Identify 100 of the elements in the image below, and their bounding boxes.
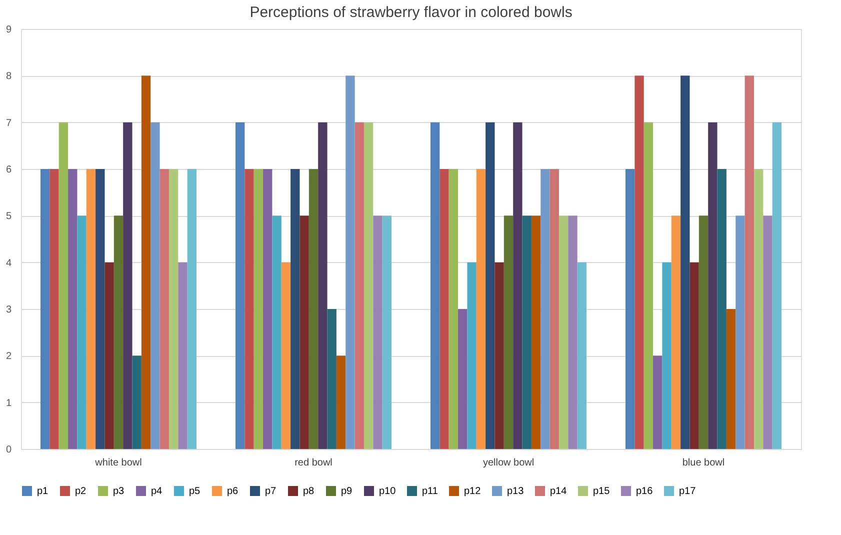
bar — [698, 216, 708, 449]
bar — [168, 169, 178, 449]
bar — [327, 309, 336, 449]
y-tick-label: 2 — [6, 351, 12, 362]
bar — [736, 216, 745, 449]
bar — [540, 169, 550, 449]
bar — [717, 169, 726, 449]
legend-label: p13 — [507, 486, 524, 497]
bar — [634, 76, 644, 449]
bar — [744, 76, 754, 449]
bar — [272, 216, 282, 449]
legend-label: p17 — [679, 486, 696, 497]
legend-label: p6 — [227, 486, 239, 497]
bar — [354, 122, 364, 449]
bar — [236, 122, 245, 449]
legend-label: p14 — [550, 486, 568, 497]
bar — [577, 262, 586, 449]
bar — [568, 216, 578, 449]
y-tick-label: 5 — [6, 211, 12, 222]
bar — [763, 216, 772, 449]
legend-label: p1 — [37, 486, 49, 497]
bar — [290, 169, 300, 449]
legend-label: p7 — [265, 486, 277, 497]
bar — [104, 262, 114, 449]
bar — [486, 122, 495, 449]
bar — [281, 262, 291, 449]
bar — [160, 169, 169, 449]
bar — [40, 169, 50, 449]
bar — [467, 262, 476, 449]
bar — [263, 169, 272, 449]
chart-title: Perceptions of strawberry flavor in colored bowls — [250, 4, 572, 21]
bar — [522, 216, 532, 449]
bar — [653, 356, 662, 449]
bar — [50, 169, 59, 449]
y-tick-label: 7 — [6, 118, 12, 129]
bar — [690, 262, 699, 449]
y-tick-label: 1 — [6, 398, 12, 409]
bar — [494, 262, 504, 449]
bar — [448, 169, 458, 449]
bar — [373, 216, 382, 449]
bar — [123, 122, 132, 449]
bar — [150, 122, 160, 449]
legend-label: p9 — [341, 486, 353, 497]
bar — [364, 122, 374, 449]
x-tick-label: white bowl — [94, 458, 142, 468]
y-tick-label: 6 — [6, 164, 12, 176]
legend-label: p3 — [113, 486, 125, 497]
legend-label: p4 — [151, 486, 163, 497]
bar — [626, 169, 635, 449]
bar — [336, 356, 346, 449]
y-tick-label: 8 — [6, 71, 12, 82]
bar — [644, 122, 654, 449]
bar — [96, 169, 105, 449]
bar — [504, 216, 514, 449]
x-tick-label: yellow bowl — [482, 458, 534, 468]
legend-label: p11 — [422, 486, 438, 497]
bar — [550, 169, 559, 449]
bar — [58, 122, 68, 449]
bar — [726, 309, 736, 449]
bar — [141, 76, 151, 449]
bar — [308, 169, 318, 449]
bar — [382, 216, 392, 449]
legend-label: p8 — [303, 486, 315, 497]
bar — [772, 122, 782, 449]
legend-label: p5 — [189, 486, 201, 497]
bar — [440, 169, 449, 449]
bar — [254, 169, 264, 449]
bar — [531, 216, 541, 449]
bar — [346, 76, 355, 449]
bar — [662, 262, 672, 449]
y-tick-label: 4 — [6, 258, 12, 269]
bar — [708, 122, 718, 449]
bar — [114, 216, 124, 449]
bar — [476, 169, 486, 449]
bar — [178, 262, 188, 449]
bar — [430, 122, 440, 449]
y-tick-label: 0 — [6, 444, 12, 456]
bar — [458, 309, 468, 449]
bar — [318, 122, 328, 449]
bar — [513, 122, 522, 449]
bar — [132, 356, 142, 449]
x-tick-label: red bowl — [294, 458, 332, 468]
legend-label: p12 — [464, 486, 482, 497]
bar — [300, 216, 309, 449]
bar — [671, 216, 681, 449]
legend-label: p2 — [75, 486, 87, 497]
legend-label: p10 — [379, 486, 396, 497]
bar — [680, 76, 690, 449]
bar — [77, 216, 86, 449]
bar — [86, 169, 96, 449]
bar — [68, 169, 78, 449]
legend-label: p15 — [593, 486, 610, 497]
x-tick-label: blue bowl — [682, 458, 725, 468]
y-tick-label: 3 — [6, 304, 12, 316]
bar — [187, 169, 196, 449]
y-tick-label: 9 — [6, 24, 12, 36]
bar — [244, 169, 254, 449]
bar — [754, 169, 764, 449]
legend-label: p16 — [636, 486, 654, 497]
bar — [558, 216, 568, 449]
